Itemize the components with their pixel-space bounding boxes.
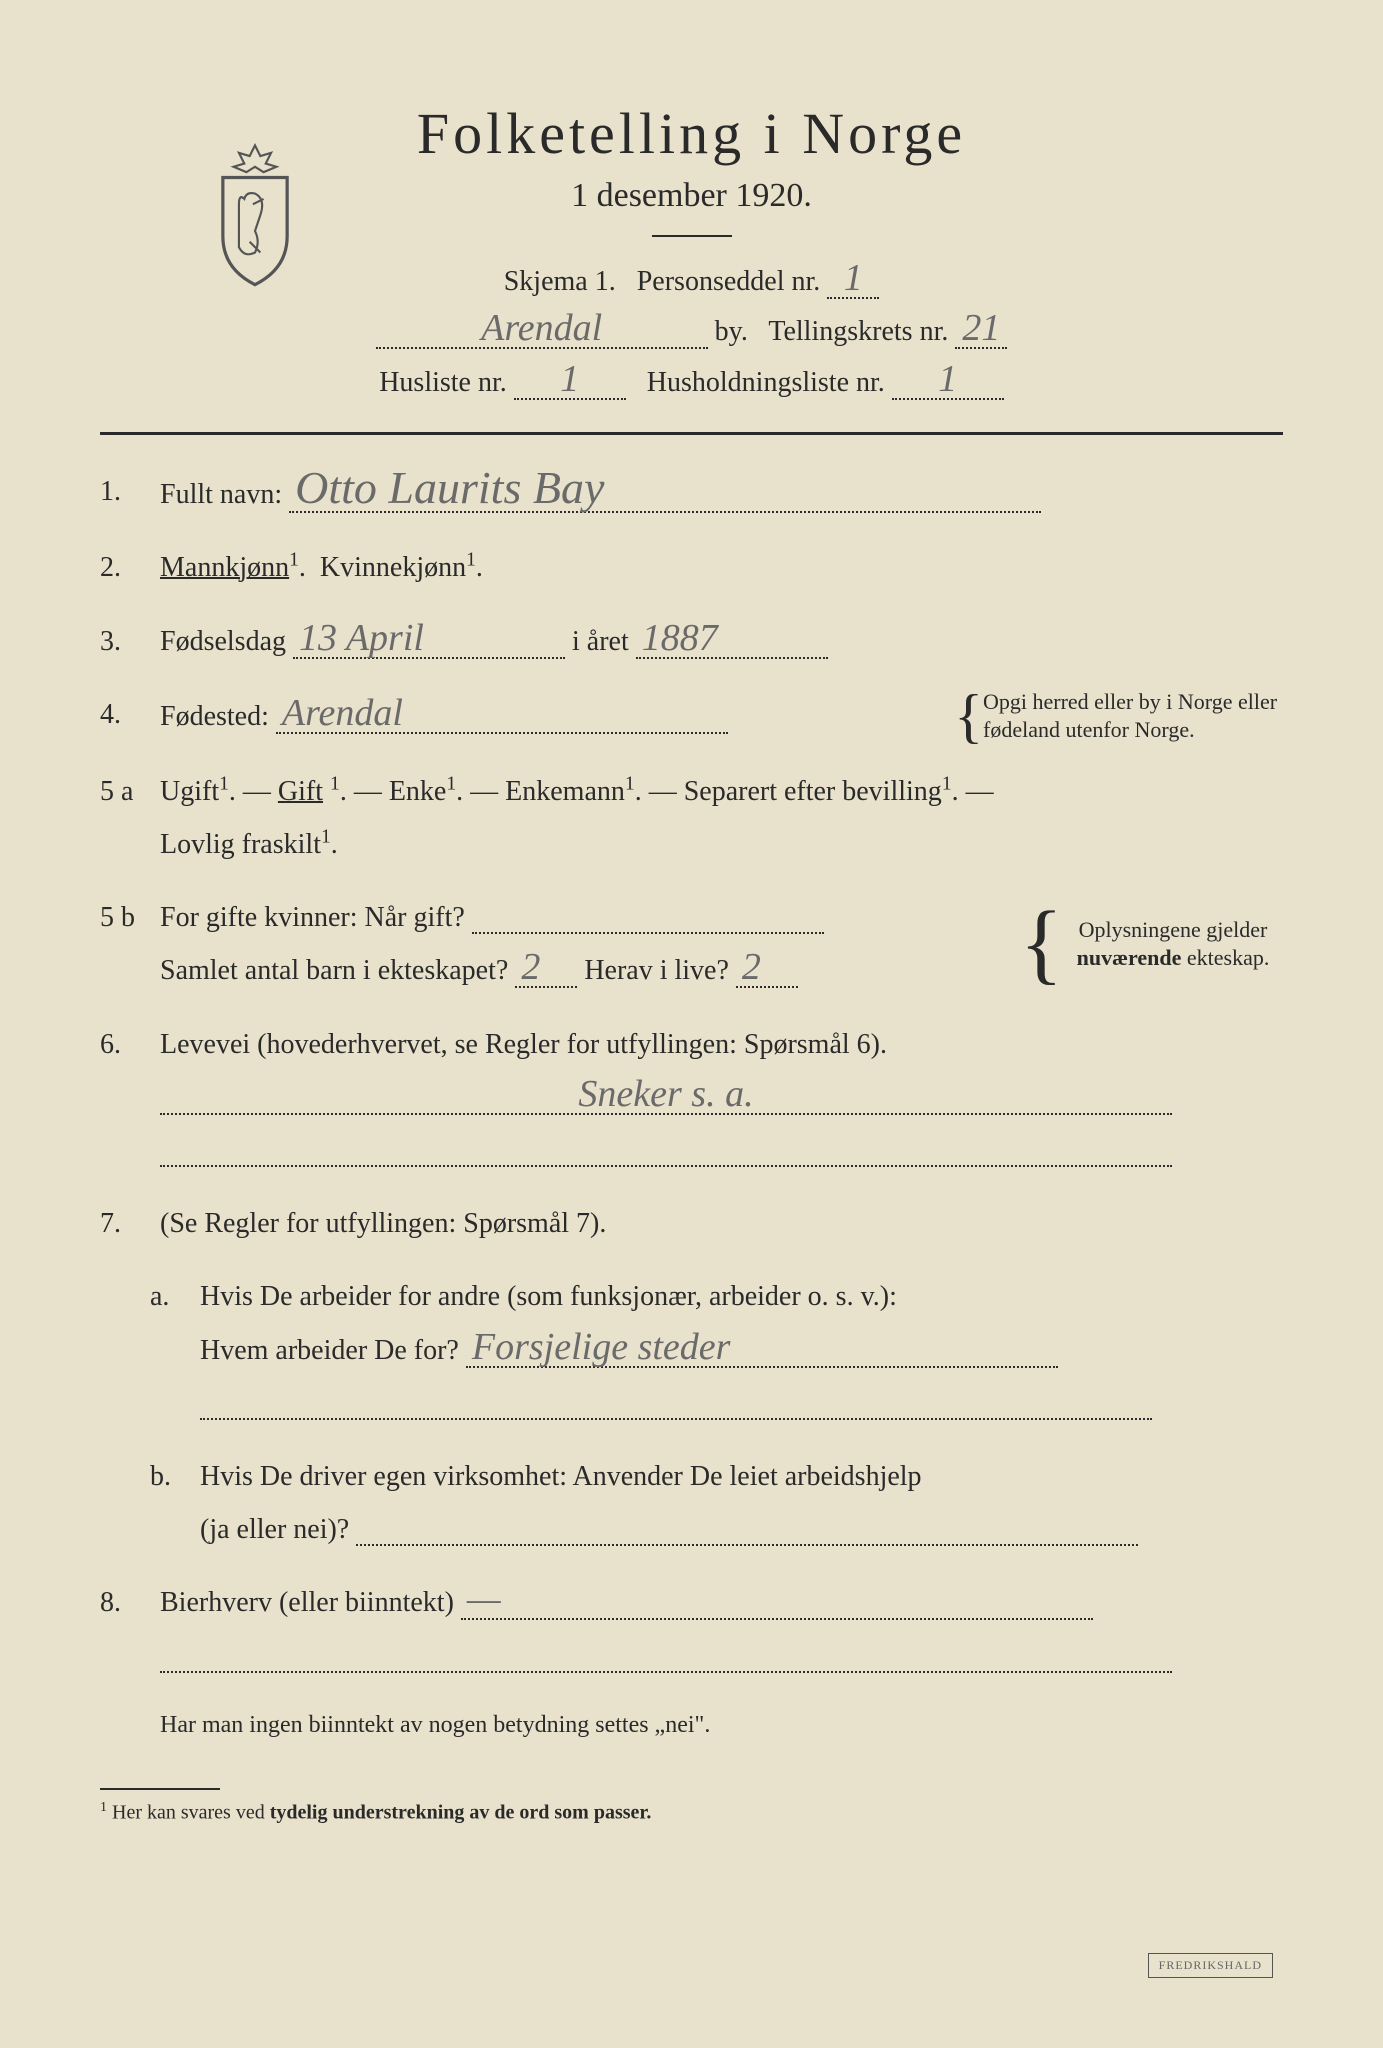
printer-stamp: FREDRIKSHALD [1148, 1953, 1273, 1978]
question-5a: 5 a Ugift1. — Gift 1. — Enke1. — Enkeman… [100, 765, 1283, 871]
personseddel-nr: 1 [844, 259, 863, 297]
q5b-line2-label: Samlet antal barn i ekteskapet? [160, 955, 508, 986]
q8-note: Har man ingen biinntekt av nogen betydni… [160, 1703, 1283, 1749]
question-3: 3. Fødselsdag 13 April i året 1887 [100, 615, 1283, 668]
husliste-nr: 1 [560, 360, 579, 398]
census-form-page: Folketelling i Norge 1 desember 1920. Sk… [0, 0, 1383, 2048]
question-4: 4. Fødested: Arendal { Opgi herred eller… [100, 688, 1283, 745]
q-number: 5 b [100, 891, 135, 944]
q-number: 5 a [100, 765, 133, 818]
husholdningsliste-label: Husholdningsliste nr. [647, 367, 885, 398]
q5a-gift: Gift [278, 776, 323, 807]
question-1: 1. Fullt navn: Otto Laurits Bay [100, 465, 1283, 521]
q2-kvinne: Kvinnekjønn [320, 552, 466, 583]
question-6: 6. Levevei (hovederhvervet, se Regler fo… [100, 1018, 1283, 1178]
q7-label: (Se Regler for utfyllingen: Spørsmål 7). [160, 1208, 606, 1239]
divider [652, 235, 732, 237]
q-number: 3. [100, 615, 121, 668]
q8-value: — [467, 1580, 501, 1618]
q3-day-label: Fødselsdag [160, 626, 286, 657]
q3-year-label: i året [572, 626, 629, 657]
brace-icon: { [1020, 908, 1063, 980]
q7a-label2: Hvem arbeider De for? [200, 1335, 459, 1366]
skjema-label: Skjema 1. [504, 266, 616, 297]
q5a-pre: Ugift1. — [160, 776, 278, 807]
q5b-line1-label: For gifte kvinner: Når gift? [160, 902, 465, 933]
question-8: 8. Bierhverv (eller biinntekt) — Har man… [100, 1576, 1283, 1748]
footnote-text: 1 Her kan svares ved tydelig understrekn… [100, 1800, 1283, 1825]
q-number: a. [150, 1270, 169, 1323]
section-divider [100, 432, 1283, 435]
husliste-label: Husliste nr. [379, 367, 507, 398]
question-5b: 5 b For gifte kvinner: Når gift? Samlet … [100, 891, 1283, 997]
q1-value: Otto Laurits Bay [295, 465, 604, 511]
q-number: 7. [100, 1197, 121, 1250]
q5b-note: Oplysningene gjelder nuværende ekteskap. [1063, 916, 1283, 973]
q-number: 2. [100, 541, 121, 594]
q7a-label: Hvis De arbeider for andre (som funksjon… [200, 1281, 897, 1312]
q5b-line2-label2: Herav i live? [584, 955, 729, 986]
q4-note: Opgi herred eller by i Norge eller fødel… [983, 688, 1283, 745]
question-7a: a. Hvis De arbeider for andre (som funks… [100, 1270, 1283, 1430]
question-7b: b. Hvis De driver egen virksomhet: Anven… [100, 1450, 1283, 1556]
q5b-line2-value2: 2 [742, 948, 761, 986]
q5b-line2-value: 2 [521, 948, 540, 986]
tellingskrets-nr: 21 [962, 309, 1000, 347]
q-number: 8. [100, 1576, 121, 1629]
q-number: 4. [100, 688, 121, 741]
q1-label: Fullt navn: [160, 479, 282, 510]
q-number: 1. [100, 465, 121, 518]
q3-year: 1887 [642, 619, 718, 657]
personseddel-label: Personseddel nr. [637, 266, 821, 297]
q4-label: Fødested: [160, 701, 269, 732]
q2-mann: Mannkjønn [160, 552, 289, 583]
q7b-label: Hvis De driver egen virksomhet: Anvender… [200, 1461, 922, 1492]
q6-label: Levevei (hovederhvervet, se Regler for u… [160, 1029, 887, 1060]
q4-value: Arendal [282, 694, 403, 732]
q8-label: Bierhverv (eller biinntekt) [160, 1587, 454, 1618]
by-label: by. [715, 316, 748, 347]
by-name: Arendal [481, 309, 602, 347]
q7a-value: Forsjelige steder [472, 1328, 731, 1366]
question-2: 2. Mannkjønn1. Kvinnekjønn1. [100, 541, 1283, 594]
coat-of-arms-icon [200, 140, 310, 290]
tellingskrets-label: Tellingskrets nr. [768, 316, 948, 347]
q3-day: 13 April [299, 619, 424, 657]
husholdningsliste-nr: 1 [938, 360, 957, 398]
q6-value: Sneker s. a. [578, 1075, 753, 1113]
q-number: 6. [100, 1018, 121, 1071]
footnote-divider [100, 1788, 220, 1790]
q7b-label2: (ja eller nei)? [200, 1514, 349, 1545]
question-7: 7. (Se Regler for utfyllingen: Spørsmål … [100, 1197, 1283, 1250]
brace-icon: { [954, 692, 983, 740]
q-number: b. [150, 1450, 171, 1503]
